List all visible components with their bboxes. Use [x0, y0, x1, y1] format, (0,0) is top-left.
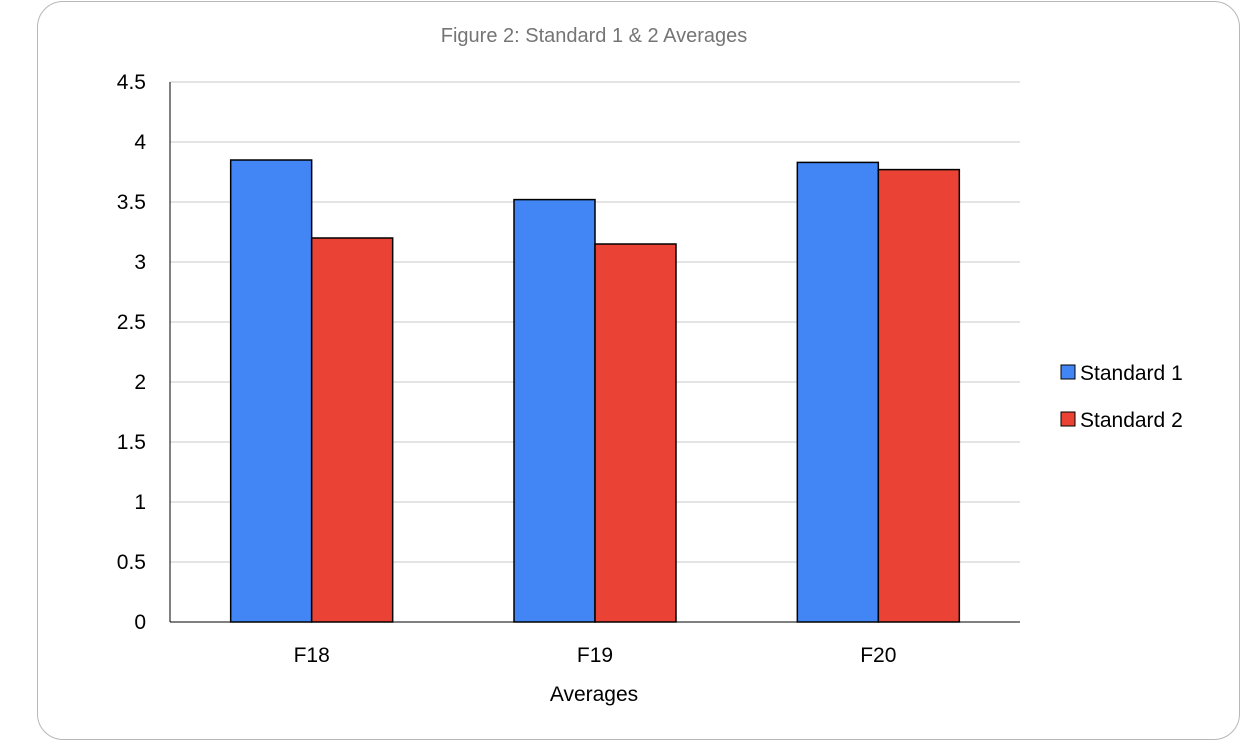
- x-tick-label: F19: [577, 644, 613, 667]
- y-tick-label: 0: [134, 611, 146, 634]
- y-tick-label: 4: [134, 131, 146, 154]
- y-tick-label: 3: [134, 251, 146, 274]
- legend-label: Standard 1: [1080, 362, 1183, 385]
- x-axis-label: Averages: [550, 683, 638, 706]
- bar-standard-2-f19: [594, 243, 677, 623]
- legend-swatch: [1060, 411, 1076, 427]
- y-tick-label: 1: [134, 491, 146, 514]
- bar-standard-2-f18: [310, 237, 394, 623]
- bar-standard-2-f20: [877, 168, 961, 623]
- bar-standard-1-f20: [796, 161, 880, 623]
- y-tick-label: 3.5: [117, 191, 146, 214]
- y-tick-label: 4.5: [117, 71, 146, 94]
- bar-standard-1-f19: [513, 198, 596, 623]
- x-tick-label: F18: [294, 644, 330, 667]
- y-tick-label: 1.5: [117, 431, 146, 454]
- legend-label: Standard 2: [1080, 409, 1183, 432]
- chart-title: Figure 2: Standard 1 & 2 Averages: [441, 25, 748, 47]
- y-tick-label: 2.5: [117, 311, 146, 334]
- bars: [229, 159, 961, 623]
- axes: [169, 82, 1020, 623]
- y-axis-tick-labels: 0 0.5 1 1.5 2 2.5 3 3.5 4 4.5: [117, 71, 147, 634]
- y-tick-label: 2: [134, 371, 146, 394]
- bar-standard-1-f18: [229, 159, 313, 623]
- legend-swatch: [1060, 364, 1076, 380]
- x-axis-tick-labels: F18 F19 F20: [294, 644, 897, 667]
- legend: Standard 1 Standard 2: [1060, 362, 1183, 432]
- x-tick-label: F20: [860, 644, 896, 667]
- y-tick-label: 0.5: [117, 551, 146, 574]
